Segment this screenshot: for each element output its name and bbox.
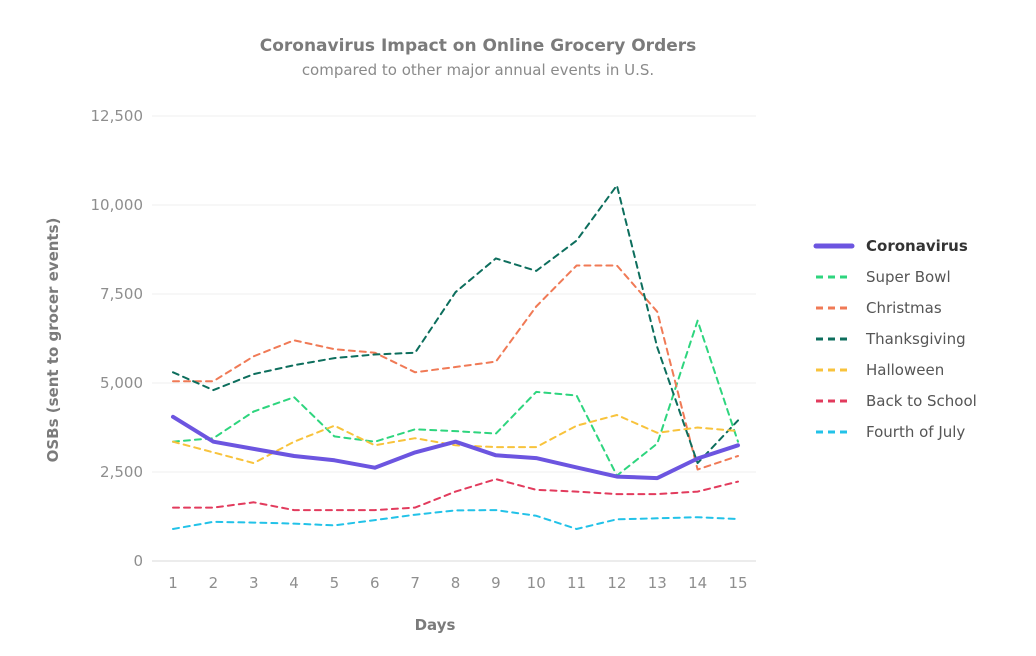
series-line-coronavirus [171, 414, 740, 481]
x-tick-label: 3 [249, 574, 259, 592]
series-line-fourth-of-july [172, 509, 739, 530]
series-line-christmas [172, 264, 739, 471]
series-line-super-bowl [172, 319, 739, 477]
legend-label: Thanksgiving [865, 330, 966, 348]
x-axis-ticks: 1 2 3 4 5 6 7 8 9 10 11 12 13 14 15 [168, 574, 747, 592]
y-tick-label: 7,500 [100, 285, 143, 303]
series-lines [171, 184, 740, 530]
y-axis-ticks: 0 2,500 5,000 7,500 10,000 12,500 [91, 107, 144, 570]
x-tick-label: 2 [209, 574, 219, 592]
legend-label: Coronavirus [866, 237, 968, 255]
x-tick-label: 4 [289, 574, 299, 592]
x-tick-label: 9 [491, 574, 501, 592]
x-tick-label: 7 [410, 574, 420, 592]
x-tick-label: 14 [688, 574, 707, 592]
x-tick-label: 13 [648, 574, 667, 592]
legend: Coronavirus Super Bowl Christmas Thanksgivi… [813, 237, 977, 441]
x-tick-label: 11 [567, 574, 586, 592]
series-line-halloween [172, 414, 739, 465]
legend-label: Back to School [866, 392, 977, 410]
y-axis-label: OSBs (sent to grocer events) [44, 218, 62, 463]
y-tick-label: 5,000 [100, 374, 143, 392]
series-line-back-to-school [172, 478, 739, 512]
x-axis-label: Days [415, 616, 456, 634]
x-tick-label: 5 [330, 574, 340, 592]
series-line-thanksgiving [172, 184, 739, 465]
x-tick-label: 15 [728, 574, 747, 592]
legend-label: Christmas [866, 299, 942, 317]
x-tick-label: 8 [451, 574, 461, 592]
legend-label: Fourth of July [866, 423, 965, 441]
chart-subtitle: compared to other major annual events in… [301, 61, 655, 79]
y-tick-label: 0 [133, 552, 143, 570]
gridlines [152, 115, 756, 562]
legend-label: Halloween [866, 361, 944, 379]
x-tick-label: 1 [168, 574, 178, 592]
chart-title: Coronavirus Impact on Online Grocery Ord… [259, 36, 697, 56]
legend-label: Super Bowl [866, 268, 951, 286]
y-tick-label: 2,500 [100, 463, 143, 481]
y-tick-label: 10,000 [91, 196, 144, 214]
y-tick-label: 12,500 [91, 107, 144, 125]
x-tick-label: 10 [527, 574, 546, 592]
x-tick-label: 6 [370, 574, 380, 592]
x-tick-label: 12 [607, 574, 626, 592]
